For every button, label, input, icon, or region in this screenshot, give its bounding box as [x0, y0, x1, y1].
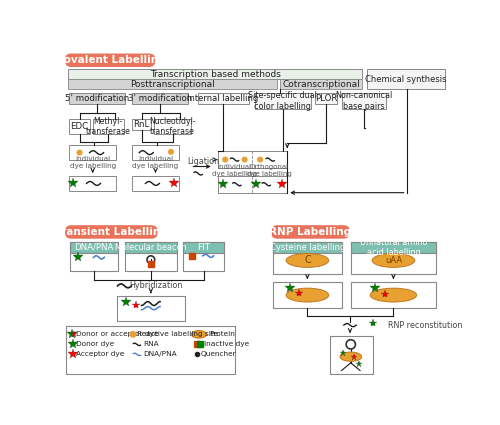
- Circle shape: [242, 157, 247, 162]
- Circle shape: [258, 157, 262, 162]
- Text: RNP reconstitution: RNP reconstitution: [388, 320, 462, 330]
- Text: Donor dye: Donor dye: [76, 341, 114, 347]
- Bar: [315, 94, 337, 104]
- Text: Reactive labelling site: Reactive labelling site: [137, 332, 218, 337]
- Bar: [132, 119, 151, 130]
- Bar: [70, 242, 118, 253]
- Circle shape: [168, 150, 173, 154]
- Bar: [132, 145, 179, 160]
- Text: Non-canonical
base pairs: Non-canonical base pairs: [336, 91, 392, 111]
- Bar: [184, 242, 224, 271]
- Ellipse shape: [372, 253, 414, 267]
- Bar: [70, 94, 126, 104]
- Text: Acceptor dye: Acceptor dye: [76, 351, 124, 357]
- Bar: [218, 176, 287, 193]
- Bar: [70, 119, 89, 134]
- Text: DNA/PNA: DNA/PNA: [143, 351, 176, 357]
- Bar: [132, 176, 179, 191]
- Text: Individual
dye labelling: Individual dye labelling: [212, 164, 257, 177]
- Bar: [218, 151, 287, 168]
- Text: Site-specific dual
color labelling: Site-specific dual color labelling: [248, 91, 317, 111]
- Bar: [70, 242, 118, 271]
- Bar: [132, 94, 188, 104]
- Text: Individual
dye labelling: Individual dye labelling: [70, 156, 116, 169]
- Bar: [70, 145, 116, 160]
- Bar: [198, 94, 248, 104]
- Circle shape: [77, 150, 82, 155]
- Text: Protein: Protein: [209, 332, 235, 337]
- Text: Posttranscriptional: Posttranscriptional: [130, 79, 215, 88]
- Bar: [124, 242, 177, 271]
- Text: Covalent Labelling: Covalent Labelling: [56, 55, 166, 65]
- Text: Nucleotidyl-
transferase: Nucleotidyl- transferase: [149, 117, 196, 136]
- Bar: [70, 176, 116, 191]
- Text: Molecular beacon: Molecular beacon: [115, 243, 186, 252]
- Bar: [254, 94, 310, 109]
- Text: DNA/PNA: DNA/PNA: [74, 243, 114, 252]
- Text: FIT: FIT: [197, 243, 210, 252]
- Bar: [274, 242, 342, 274]
- Ellipse shape: [191, 331, 206, 338]
- Text: 3' modification: 3' modification: [128, 94, 192, 103]
- Text: uAA: uAA: [385, 256, 402, 265]
- Text: Cotranscriptional: Cotranscriptional: [282, 79, 360, 88]
- Bar: [367, 69, 446, 89]
- Bar: [66, 326, 234, 374]
- Bar: [68, 79, 277, 89]
- Bar: [351, 242, 436, 274]
- Bar: [184, 242, 224, 253]
- Bar: [274, 282, 342, 308]
- Bar: [351, 242, 436, 253]
- Bar: [330, 336, 372, 374]
- Ellipse shape: [340, 352, 361, 361]
- Text: RNP Labelling: RNP Labelling: [270, 227, 351, 237]
- Text: Transcription based methods: Transcription based methods: [150, 70, 280, 79]
- Text: C: C: [304, 255, 311, 266]
- Text: Unnatural amino
acid labelling: Unnatural amino acid labelling: [360, 238, 427, 257]
- Text: Inactive dye: Inactive dye: [204, 341, 250, 347]
- Circle shape: [130, 332, 136, 337]
- FancyBboxPatch shape: [272, 226, 349, 238]
- Circle shape: [223, 157, 228, 162]
- Ellipse shape: [370, 288, 416, 302]
- Text: 5' modification: 5' modification: [65, 94, 130, 103]
- Text: Methyl-
transferase: Methyl- transferase: [86, 117, 130, 136]
- Text: RNA: RNA: [143, 341, 158, 347]
- FancyBboxPatch shape: [66, 226, 157, 238]
- Bar: [274, 242, 342, 253]
- Bar: [68, 69, 362, 79]
- Text: RnL: RnL: [134, 120, 150, 129]
- Text: EDC: EDC: [70, 122, 88, 131]
- Ellipse shape: [286, 288, 329, 302]
- Text: Hybridization: Hybridization: [129, 281, 182, 290]
- Text: Ligation: Ligation: [188, 156, 220, 166]
- Text: Internal labelling: Internal labelling: [188, 94, 258, 103]
- Bar: [154, 119, 191, 134]
- Text: Quencher: Quencher: [200, 351, 236, 357]
- FancyBboxPatch shape: [66, 54, 154, 66]
- Text: Transient Labelling: Transient Labelling: [55, 227, 168, 237]
- Bar: [351, 282, 436, 308]
- Text: Orthogonal
dye labelling: Orthogonal dye labelling: [247, 164, 292, 177]
- Bar: [92, 119, 124, 134]
- Bar: [342, 94, 386, 109]
- Ellipse shape: [286, 253, 329, 267]
- Text: PLOR: PLOR: [315, 94, 337, 103]
- Bar: [280, 79, 362, 89]
- Text: Cysteine labelling: Cysteine labelling: [270, 243, 345, 252]
- Bar: [117, 296, 185, 320]
- Bar: [124, 242, 177, 253]
- Text: Chemical synthesis: Chemical synthesis: [365, 75, 446, 84]
- Text: Donor or acceptor dye: Donor or acceptor dye: [76, 332, 159, 337]
- Text: Individual
dye labelling: Individual dye labelling: [132, 156, 178, 169]
